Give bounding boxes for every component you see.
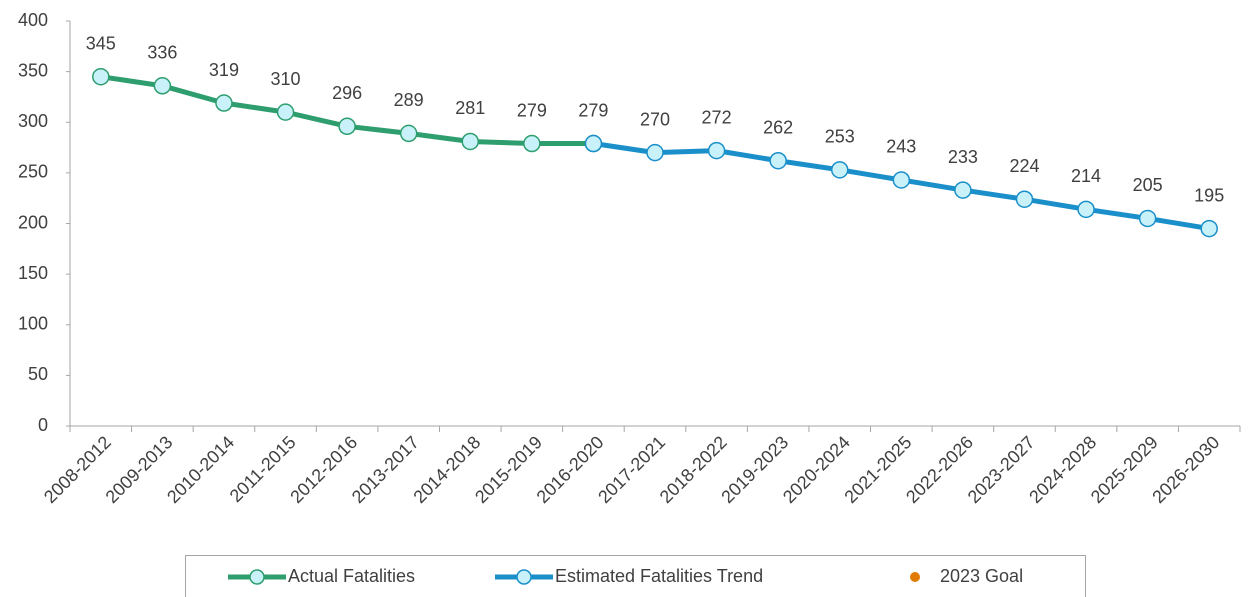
marker bbox=[153, 77, 172, 95]
data-label: 272 bbox=[702, 107, 732, 127]
marker bbox=[584, 134, 603, 153]
data-label: 224 bbox=[1009, 156, 1039, 176]
legend-label: Actual Fatalities bbox=[288, 566, 415, 586]
y-tick-label: 100 bbox=[18, 314, 48, 334]
marker bbox=[1015, 190, 1034, 208]
data-label: 214 bbox=[1071, 166, 1101, 186]
y-tick-label: 300 bbox=[18, 111, 48, 131]
legend-marker bbox=[516, 569, 532, 585]
data-label: 281 bbox=[455, 98, 485, 118]
data-label: 279 bbox=[578, 100, 608, 120]
data-label: 195 bbox=[1194, 185, 1224, 205]
legend-label: Estimated Fatalities Trend bbox=[555, 566, 763, 586]
data-label: 310 bbox=[271, 69, 301, 89]
marker bbox=[1138, 209, 1157, 228]
marker bbox=[399, 124, 418, 143]
marker bbox=[461, 132, 480, 151]
data-label: 205 bbox=[1133, 175, 1163, 195]
data-label: 253 bbox=[825, 127, 855, 147]
data-label: 289 bbox=[394, 90, 424, 110]
data-label: 345 bbox=[86, 33, 116, 53]
legend-label: 2023 Goal bbox=[940, 566, 1023, 586]
legend-marker bbox=[249, 569, 265, 585]
marker bbox=[892, 171, 911, 189]
x-tick-label: 2026-2030 bbox=[1148, 432, 1223, 507]
data-label: 336 bbox=[147, 43, 177, 63]
data-label: 319 bbox=[209, 60, 239, 80]
marker bbox=[276, 103, 295, 121]
marker bbox=[215, 94, 233, 112]
legend-marker bbox=[910, 572, 920, 582]
marker bbox=[523, 134, 541, 153]
legend-box bbox=[185, 555, 1086, 597]
marker bbox=[646, 143, 664, 162]
marker bbox=[1200, 219, 1218, 238]
y-tick-label: 150 bbox=[18, 263, 48, 283]
data-label: 262 bbox=[763, 117, 793, 137]
marker bbox=[954, 181, 972, 199]
y-tick-label: 250 bbox=[18, 162, 48, 182]
y-tick-label: 200 bbox=[18, 212, 48, 232]
y-tick-label: 350 bbox=[18, 60, 48, 80]
data-label: 233 bbox=[948, 147, 978, 167]
data-label: 270 bbox=[640, 109, 670, 129]
data-label: 243 bbox=[886, 137, 916, 157]
marker bbox=[338, 117, 356, 136]
x-tick-label: 2010-2014 bbox=[163, 432, 238, 507]
marker bbox=[707, 141, 726, 160]
marker bbox=[1077, 200, 1095, 219]
y-tick-label: 400 bbox=[18, 10, 48, 30]
y-tick-label: 50 bbox=[28, 364, 48, 384]
marker bbox=[769, 151, 787, 170]
data-label: 296 bbox=[332, 83, 362, 103]
data-label: 279 bbox=[517, 100, 547, 120]
marker bbox=[92, 67, 110, 86]
y-tick-label: 0 bbox=[38, 415, 48, 435]
marker bbox=[830, 161, 849, 179]
